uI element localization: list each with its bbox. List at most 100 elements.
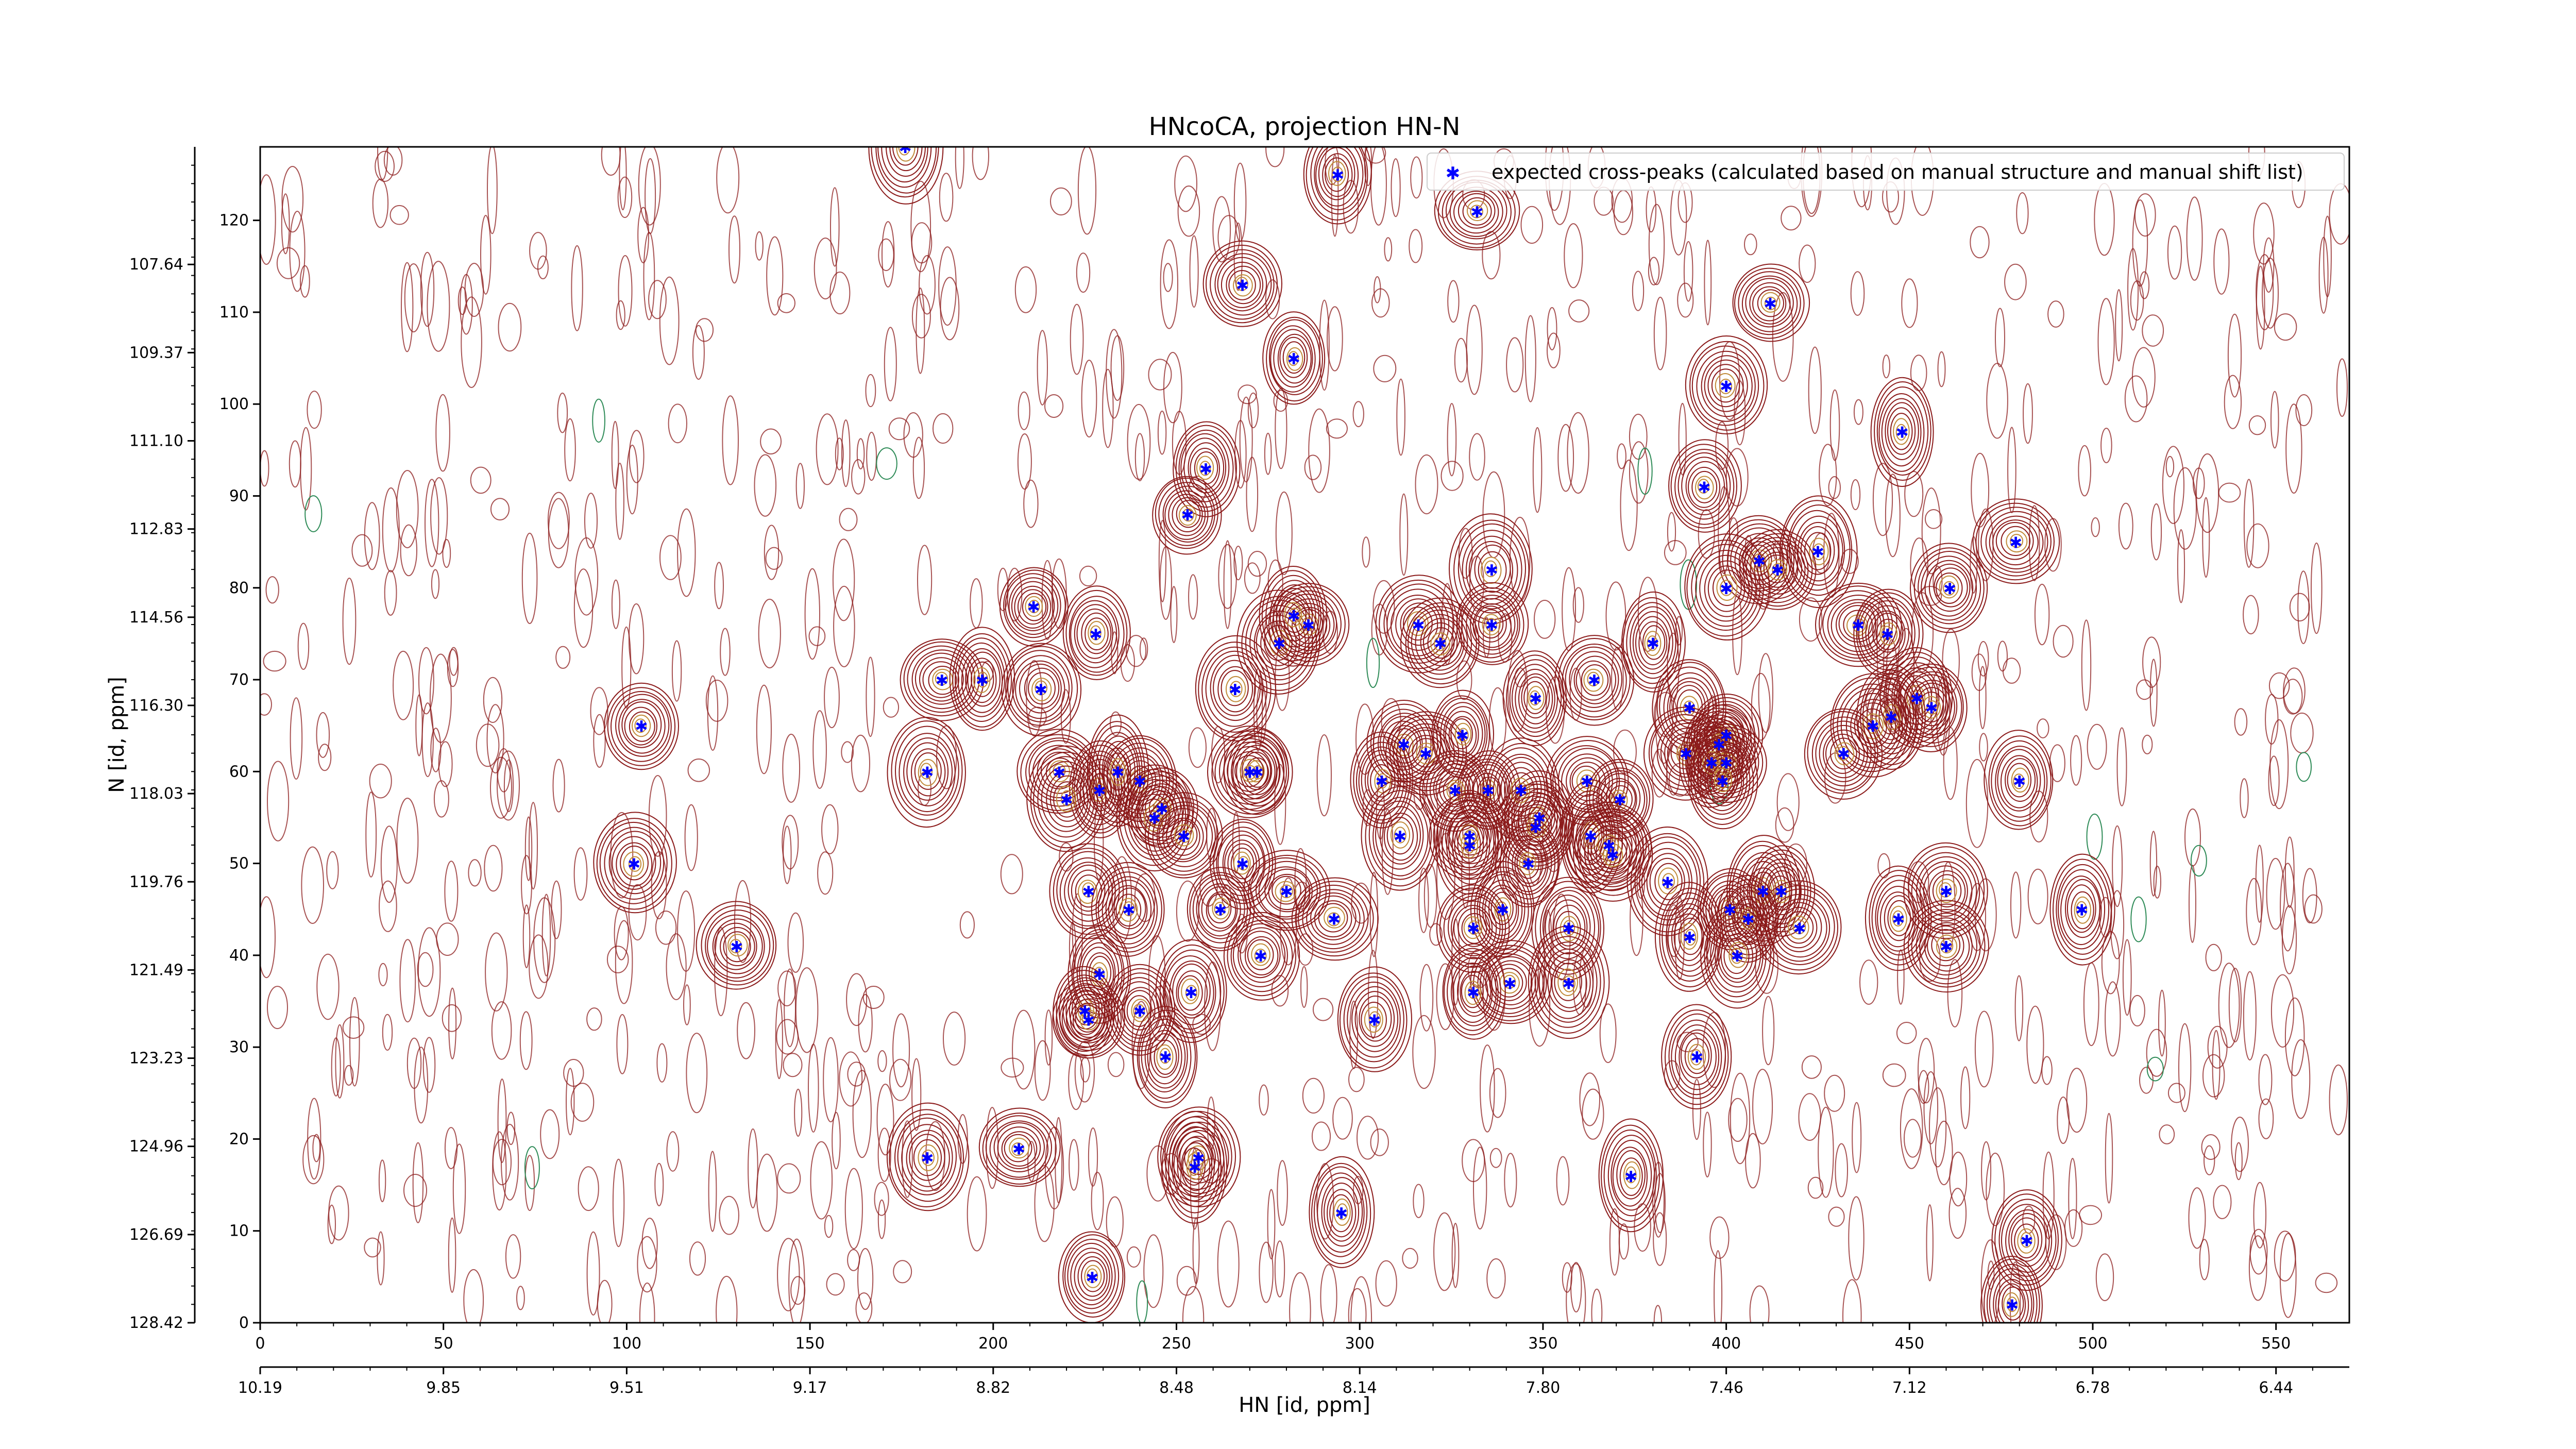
contour-level [2011, 767, 2029, 793]
noise-contour [2246, 878, 2262, 946]
noise-contour [316, 712, 330, 758]
contour-level [1123, 901, 1135, 917]
contour-level [612, 836, 656, 890]
contour-level [1480, 557, 1502, 584]
contour-level [1843, 610, 1873, 639]
noise-contour [629, 430, 645, 483]
cross-peak-point: ✱ [1280, 883, 1293, 901]
noise-contour [1949, 1152, 1968, 1207]
contour-level [1819, 724, 1869, 782]
contour-level [1720, 580, 1733, 596]
contour-level [1028, 672, 1056, 705]
contour-level [1529, 690, 1540, 706]
contour-level [1240, 931, 1281, 979]
contour-level [1910, 543, 1988, 633]
contour-level [2001, 1204, 2053, 1277]
noise-contour [1853, 399, 1863, 425]
contour-level [1916, 687, 1948, 727]
noise-contour [787, 912, 804, 973]
noise-contour [659, 535, 682, 580]
noise-contour [839, 508, 858, 531]
contour-level [1329, 1194, 1353, 1233]
noise-contour [2199, 1239, 2210, 1280]
contour-level [1512, 664, 1558, 733]
contour-level [1256, 614, 1300, 670]
contour-level [1202, 240, 1283, 327]
cross-peak-point: ✱ [1683, 700, 1696, 718]
y-tick-label: 90 [229, 487, 249, 505]
contour-level [1375, 800, 1424, 870]
noise-contour [1564, 223, 1583, 289]
contour-level [1516, 847, 1540, 879]
contour-level [1448, 895, 1501, 959]
contour-level [2014, 1223, 2039, 1259]
contour-level [967, 658, 997, 703]
cross-peak-point: ✱ [1720, 378, 1733, 396]
noise-contour [817, 851, 834, 895]
noise-contour [260, 896, 276, 979]
contour-level [1688, 732, 1758, 830]
noise-contour [1829, 389, 1840, 461]
noise-contour [621, 626, 632, 709]
noise-contour [1348, 1067, 1365, 1092]
contour-level [1482, 880, 1523, 940]
contour-level [1512, 839, 1547, 887]
contour-level [993, 1122, 1045, 1172]
noise-contour [677, 508, 696, 597]
noise-contour [1233, 546, 1243, 581]
contour-level [1273, 584, 1316, 648]
contour-level [1295, 881, 1374, 957]
x-ppm-axis: 10.19 9.85 9.51 9.17 8.82 8.48 8.14 7.80 7.46 7.1… [238, 1366, 2349, 1397]
noise-contour [1772, 292, 1794, 382]
contour-level [899, 733, 956, 813]
contour-level [906, 742, 949, 801]
contour-level [1505, 830, 1552, 895]
noise-contour [821, 804, 839, 854]
contour-level [1152, 801, 1216, 872]
contour-level [1547, 952, 1591, 1012]
contour-level [1028, 599, 1040, 614]
contour-level [1053, 781, 1081, 818]
peak-contour-group [1502, 650, 1567, 746]
noise-contour [1080, 1056, 1091, 1083]
contour-level [1984, 1258, 2040, 1323]
y-ppm-tick-label: 124.96 [129, 1138, 183, 1156]
noise-contour [289, 211, 306, 292]
noise-contour [1267, 1189, 1276, 1259]
contour-level [1227, 746, 1273, 796]
noise-contour [1547, 307, 1557, 350]
cross-peak-point: ✱ [1181, 507, 1194, 525]
contour-level [1587, 671, 1600, 687]
contour-level [1991, 740, 2048, 822]
cross-peak-point: ✱ [1775, 883, 1788, 901]
contour-level [1155, 477, 1218, 549]
contour-level [1368, 1011, 1381, 1027]
noise-contour [2146, 1029, 2167, 1077]
contour-level [1458, 908, 1490, 947]
cross-peak-point: ✱ [2006, 1296, 2019, 1315]
noise-contour [1000, 854, 1023, 895]
noise-contour [615, 462, 624, 540]
contour-level [1685, 461, 1725, 511]
peak-contour-group [1187, 867, 1255, 951]
noise-contour [1412, 1015, 1436, 1089]
noise-contour [2081, 619, 2092, 711]
contour-level [1322, 153, 1353, 197]
peak-contour-group [2049, 853, 2115, 966]
cross-peak-point: ✱ [899, 139, 912, 157]
noise-contour [433, 780, 449, 818]
contour-level [1825, 733, 1860, 774]
noise-contour [902, 1120, 913, 1198]
contour-level [1108, 968, 1173, 1052]
contour-level [1690, 1049, 1702, 1066]
noise-contour [281, 193, 290, 255]
noise-contour [671, 640, 682, 702]
contour-level [1928, 563, 1971, 612]
contour-level [1858, 597, 1916, 670]
noise-contour [377, 1231, 385, 1286]
noise-contour [2218, 963, 2240, 1048]
noise-contour [1126, 635, 1147, 667]
contour-level [1706, 912, 1767, 998]
noise-contour [775, 999, 783, 1080]
noise-contour [1319, 299, 1330, 391]
